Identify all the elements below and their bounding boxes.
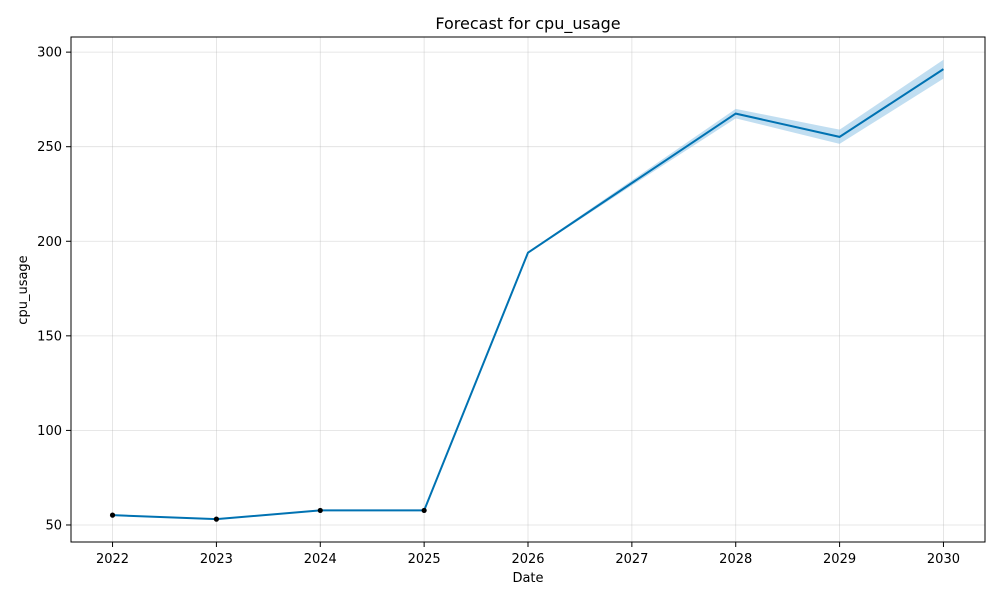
y-tick-label: 150 xyxy=(37,329,62,344)
y-tick-label: 100 xyxy=(37,424,62,439)
y-tick-label: 300 xyxy=(37,46,62,61)
y-tick-label: 250 xyxy=(37,140,62,155)
y-axis-label: cpu_usage xyxy=(16,255,31,324)
x-axis: 2022 2023 2024 2025 2026 2027 2028 2029 2030 xyxy=(96,542,960,567)
y-tick-label: 50 xyxy=(45,518,62,533)
x-tick-label: 2024 xyxy=(304,552,337,567)
observed-point xyxy=(213,516,220,522)
chart-title: Forecast for cpu_usage xyxy=(435,14,620,34)
forecast-line xyxy=(112,68,944,521)
x-tick-label: 2029 xyxy=(823,552,856,567)
grid-lines xyxy=(71,37,985,542)
x-tick-label: 2023 xyxy=(200,552,233,567)
observed-point xyxy=(317,507,323,514)
x-tick-label: 2025 xyxy=(408,552,441,567)
y-tick-label: 200 xyxy=(37,235,62,250)
x-tick-label: 2022 xyxy=(96,552,129,567)
x-tick-label: 2030 xyxy=(927,552,960,567)
x-tick-label: 2026 xyxy=(511,552,544,567)
x-tick-label: 2028 xyxy=(719,552,752,567)
observed-point xyxy=(109,512,116,518)
observed-point xyxy=(421,507,427,514)
x-axis-label: Date xyxy=(512,571,543,586)
observed-points xyxy=(109,507,427,522)
y-axis: 50 100 150 200 250 300 xyxy=(37,46,71,533)
x-tick-label: 2027 xyxy=(615,552,648,567)
